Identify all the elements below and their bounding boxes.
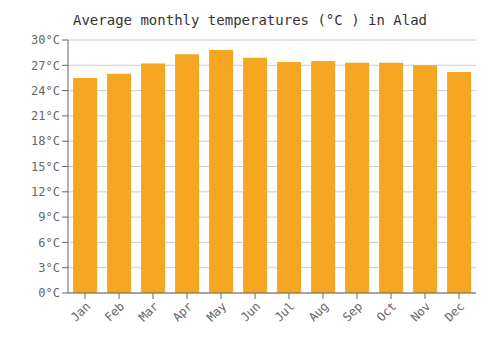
- svg-text:0°C: 0°C: [38, 286, 60, 300]
- svg-text:15°C: 15°C: [31, 160, 60, 174]
- svg-text:Feb: Feb: [102, 299, 127, 324]
- svg-text:9°C: 9°C: [38, 210, 60, 224]
- svg-text:Sep: Sep: [340, 299, 365, 324]
- svg-text:27°C: 27°C: [31, 59, 60, 73]
- svg-text:Mar: Mar: [136, 299, 161, 324]
- svg-text:Apr: Apr: [170, 299, 195, 324]
- html-text:Average monthly temperatures (: Average monthly temperatures (°C ) in Al…: [73, 12, 427, 28]
- svg-text:21°C: 21°C: [31, 109, 60, 123]
- svg-text:6°C: 6°C: [38, 236, 60, 250]
- svg-text:18°C: 18°C: [31, 134, 60, 148]
- svg-text:Nov: Nov: [408, 299, 433, 324]
- svg-text:12°C: 12°C: [31, 185, 60, 199]
- svg-text:Oct: Oct: [374, 299, 399, 324]
- svg-text:30°C: 30°C: [31, 33, 60, 47]
- svg-text:Jun: Jun: [238, 299, 263, 324]
- svg-text:24°C: 24°C: [31, 84, 60, 98]
- svg-text:May: May: [204, 299, 229, 324]
- svg-text:Jan: Jan: [68, 299, 93, 324]
- svg-text:Dec: Dec: [442, 299, 467, 324]
- svg-text:Aug: Aug: [306, 299, 331, 324]
- svg-text:Jul: Jul: [272, 299, 297, 324]
- svg-text:3°C: 3°C: [38, 261, 60, 275]
